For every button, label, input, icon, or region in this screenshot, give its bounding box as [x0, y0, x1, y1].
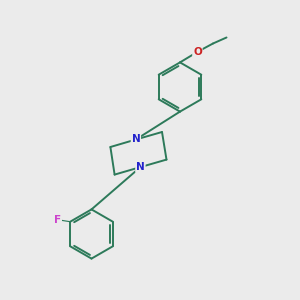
- Text: N: N: [136, 162, 145, 172]
- Text: O: O: [193, 47, 202, 57]
- Text: N: N: [131, 134, 140, 145]
- Text: F: F: [54, 215, 61, 225]
